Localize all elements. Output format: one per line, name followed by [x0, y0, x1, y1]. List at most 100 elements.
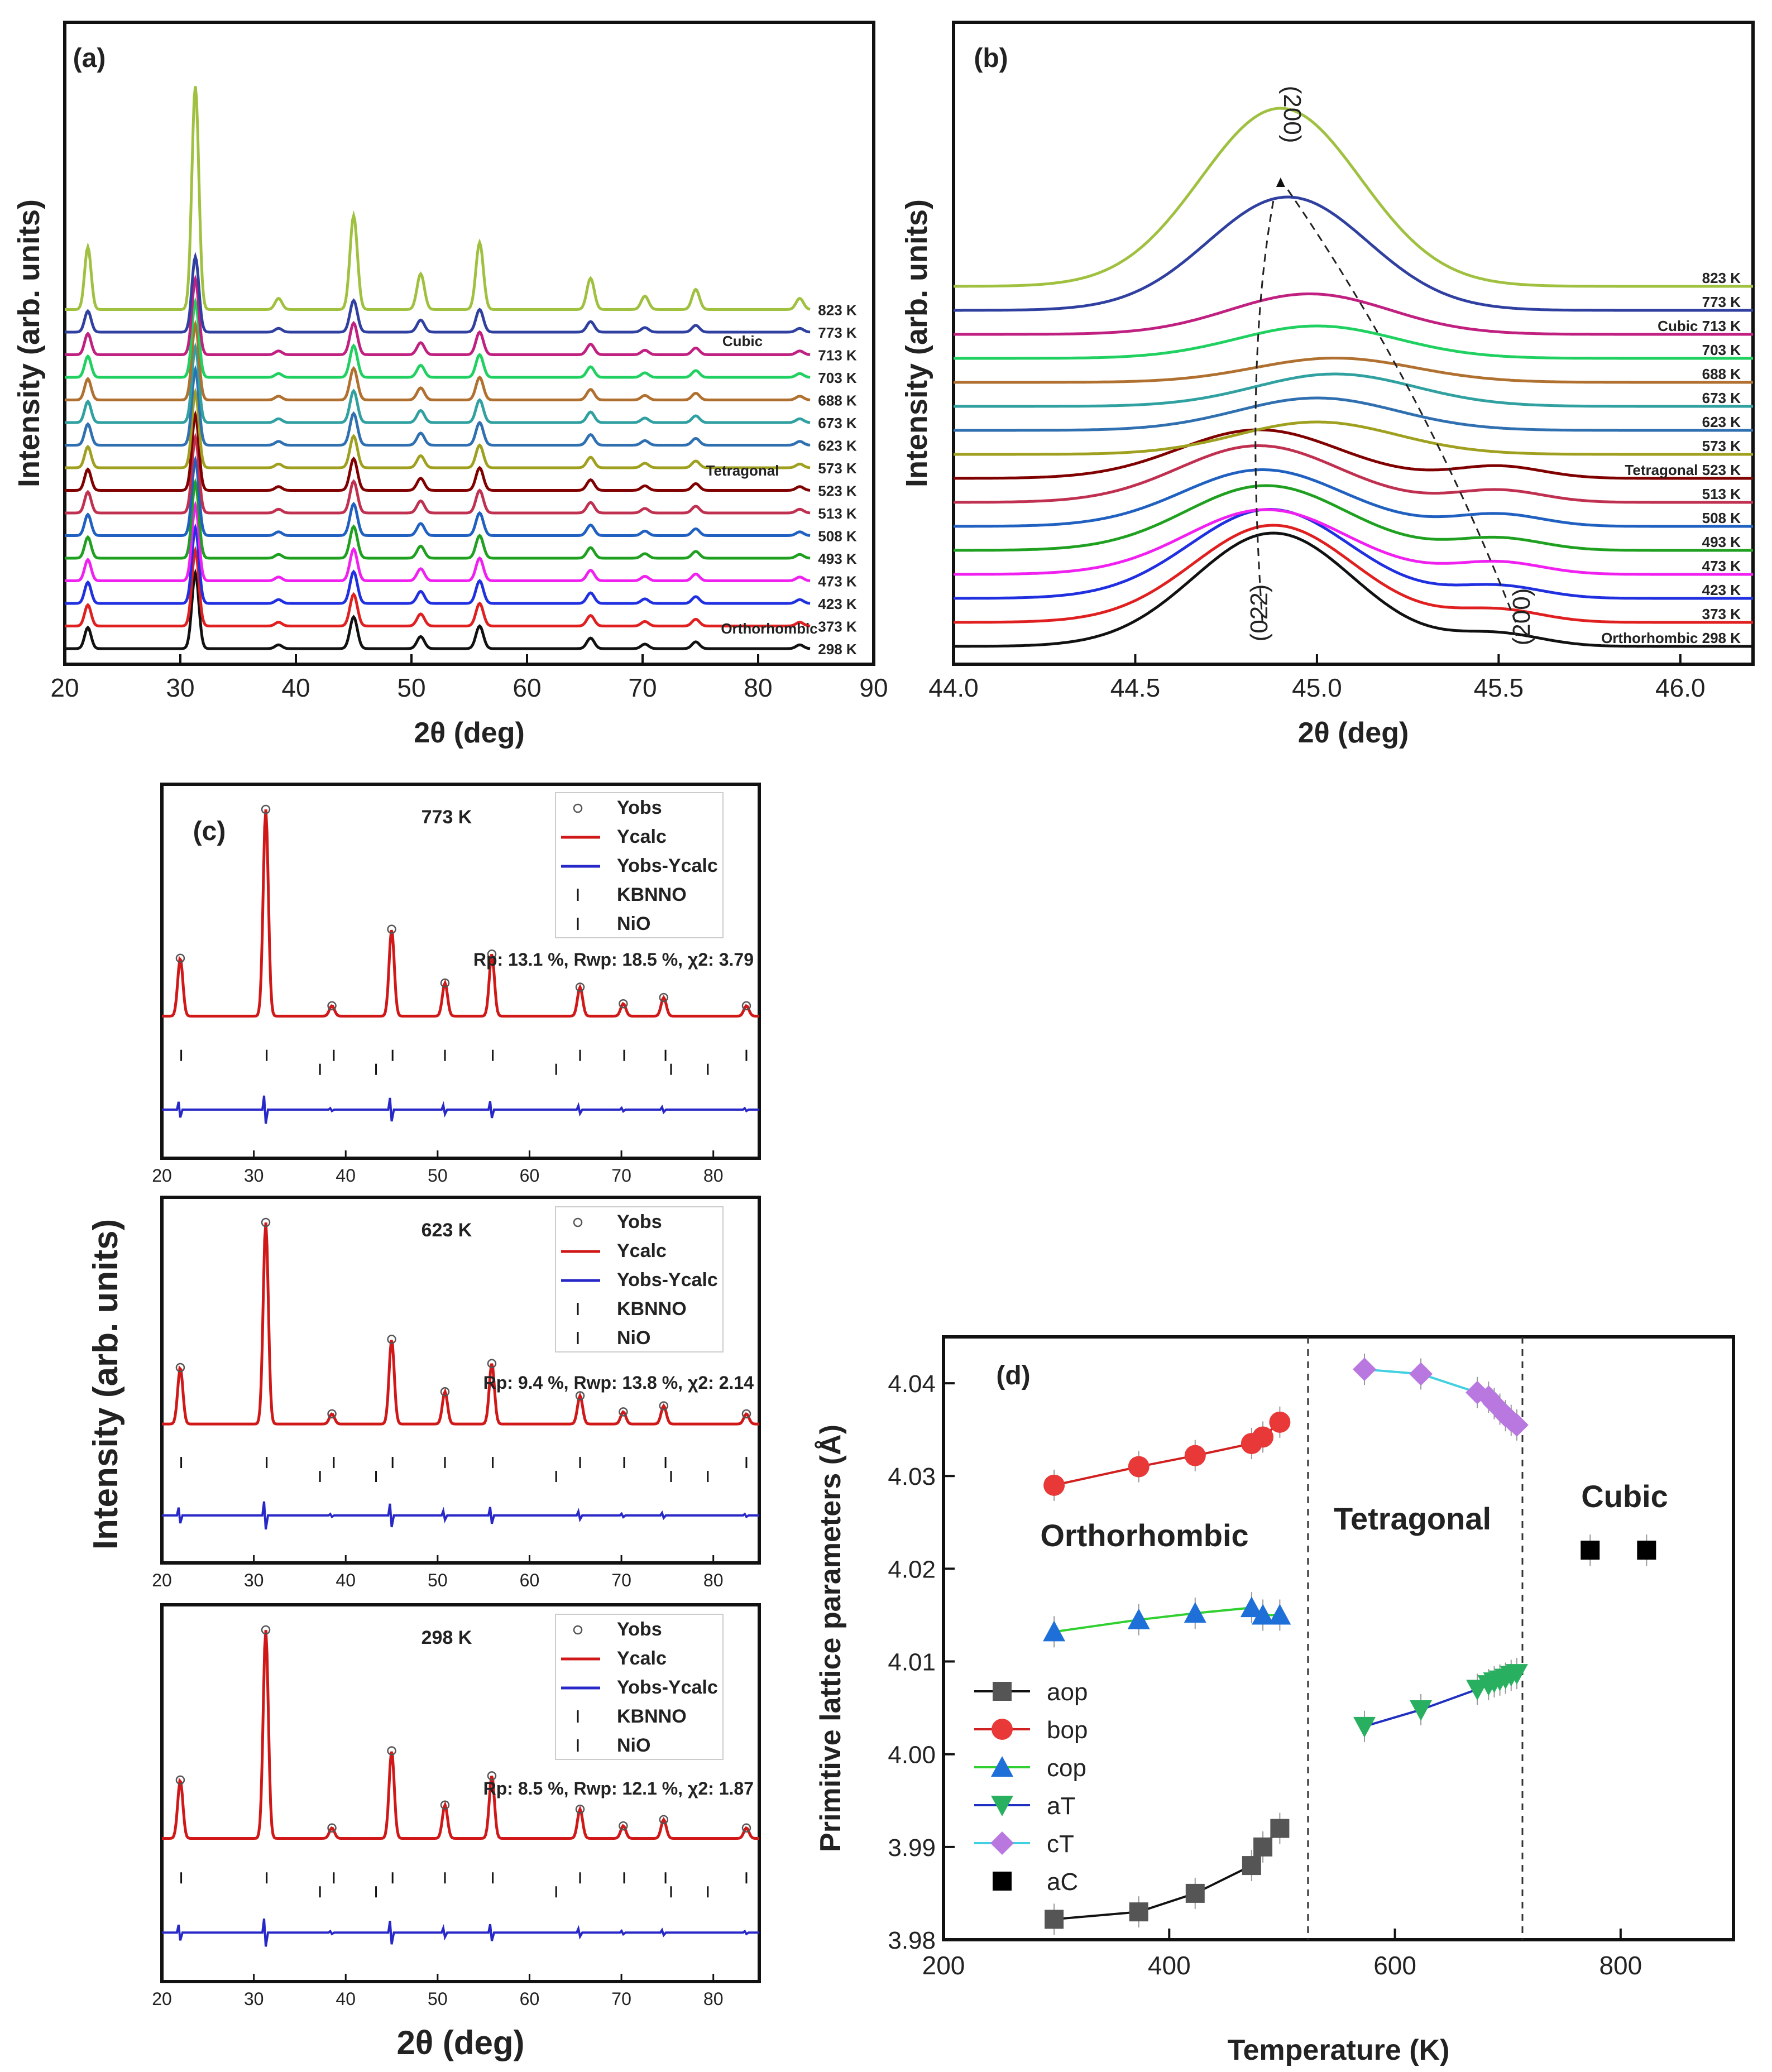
panel-a-series-823K: [65, 86, 811, 311]
panel-a-series-508K: [65, 455, 811, 537]
panel-d-point: [1252, 1604, 1275, 1625]
panel-c-yobs-point: [619, 1407, 628, 1417]
panel-c-yobs-point: [659, 992, 669, 1003]
panel-c-yobs-point: [327, 1001, 337, 1011]
panel-a-annotation-cubic: Cubic: [722, 333, 763, 349]
panel-a-ylabel: Intensity (arb. units): [12, 199, 46, 487]
panel-b-ylabel: Intensity (arb. units): [900, 199, 933, 487]
panel-c-xtick-label: 50: [428, 1989, 448, 2009]
panel-b-xtick-label: 44.5: [1110, 673, 1161, 702]
panel-b-label-513K: 513 K: [1702, 486, 1741, 502]
panel-b-frame: [952, 21, 1755, 666]
panel-a-label-508K: 508 K: [818, 528, 857, 545]
panel-d-series-aC: [1581, 1534, 1656, 1566]
panel-c-legend-label: Ycalc: [617, 1648, 667, 1669]
panel-d-ytick-label: 3.99: [888, 1834, 936, 1862]
panel-b-annotation-200-top: (200): [1278, 86, 1306, 143]
panel-c-xtick-label: 30: [244, 1989, 264, 2009]
panel-b-guide-right: [1287, 189, 1518, 626]
panel-a-xtick-label: 50: [397, 673, 425, 702]
panel-a-label-573K: 573 K: [818, 460, 857, 477]
panel-c-ylabel: Intensity (arb. units): [87, 1219, 125, 1550]
panel-d-ytick-label: 4.04: [888, 1370, 936, 1398]
panel-d-point: [1409, 1362, 1433, 1386]
panel-a-series-473K: [65, 500, 811, 582]
panel-a-xtick-label: 70: [628, 673, 657, 702]
panel-a-xtick-label: 30: [166, 673, 194, 702]
panel-c-temp-label: 298 K: [422, 1627, 472, 1648]
panel-a-xlabel: 2θ (deg): [414, 717, 525, 749]
panel-c-yobs-point: [440, 1800, 450, 1810]
panel-b-tag: (b): [974, 44, 1008, 73]
panel-c-legend-label: NiO: [617, 913, 650, 934]
panel-d-point: [1184, 1602, 1206, 1623]
panel-b-label-473K: 473 K: [1702, 558, 1741, 574]
panel-d-series-bop: [1043, 1406, 1291, 1501]
panel-c-xlabel: 2θ (deg): [396, 2024, 524, 2061]
panel-b-series-573K: [954, 420, 1753, 456]
panel-c-xtick-label: 40: [336, 1166, 356, 1186]
panel-a-label-688K: 688 K: [818, 392, 857, 409]
panel-d-tag: (d): [996, 1361, 1030, 1390]
panel-d-legend-label-bop: bop: [1047, 1716, 1088, 1744]
panel-d-series-aop: [1045, 1812, 1290, 1935]
panel-a-label-673K: 673 K: [818, 415, 857, 431]
panel-c-yobs-point: [261, 804, 271, 814]
panel-a: 20 30 40 50 60 70 80 90 2θ (deg) Intensity (arb. …: [12, 21, 888, 749]
panel-c-fit-stats: Rp: 9.4 %, Rwp: 13.8 %, χ2: 2.14: [483, 1373, 754, 1393]
panel-c-yobs-point: [741, 1409, 751, 1419]
panel-c-xtick-label: 60: [520, 1166, 540, 1186]
panel-c-yobs-point: [659, 1815, 669, 1825]
panel-c-subplot-298K: 20 30 40 50 60 70 80 298 K Rp: 8.5 %, Rwp: 12.1 …: [152, 1603, 761, 2009]
panel-c-yobs-point: [741, 1823, 751, 1833]
panel-a-series-493K: [65, 477, 811, 560]
panel-c-yobs-point: [619, 999, 628, 1009]
panel-d-point: [1127, 1608, 1150, 1629]
panel-a-series-713K: [65, 274, 811, 356]
panel-c-yobs-point: [387, 1746, 396, 1756]
panel-b-series-623K: [954, 396, 1753, 432]
panel-c-legend-marker-yobs: [573, 803, 583, 813]
panel-a-label-473K: 473 K: [818, 573, 857, 590]
panel-b-label-688K: 688 K: [1702, 366, 1741, 382]
panel-c-legend-label: Yobs-Ycalc: [617, 855, 718, 876]
panel-d-point: [1505, 1664, 1528, 1685]
panel-c-xtick-label: 70: [611, 1989, 631, 2009]
panel-c-legend-label: Ycalc: [617, 1240, 667, 1262]
panel-b-label-773K: 773 K: [1702, 294, 1741, 310]
panel-b-series-513K: [954, 444, 1753, 504]
panel-c-yobs-point: [327, 1409, 337, 1419]
panel-c-legend-label: KBNNO: [617, 1706, 687, 1727]
panel-a-xtick-label: 60: [513, 673, 541, 702]
panel-d: 200 400 600 800 3.98 3.99 4.00 4.01 4.02 4.03 4.04…: [815, 1335, 1735, 2066]
panel-d-point: [1242, 1856, 1261, 1876]
panel-d-point: [993, 1872, 1012, 1891]
panel-c-xtick-label: 60: [520, 1989, 540, 2009]
panel-d-legend-label-cop: cop: [1047, 1754, 1086, 1782]
panel-d-point: [1505, 1413, 1529, 1437]
panel-c-legend-label: KBNNO: [617, 884, 687, 905]
panel-b-label-373K: 373 K: [1702, 606, 1741, 622]
panel-c-yobs-point: [575, 1391, 585, 1400]
panel-a-tag: (a): [73, 44, 106, 73]
panel-c-tag: (c): [193, 817, 226, 846]
panel-d-line-bop: [1053, 1421, 1281, 1486]
panel-d-label-orthorhombic: Orthorhombic: [1040, 1518, 1248, 1553]
panel-d-legend-label-aop: aop: [1047, 1678, 1088, 1706]
panel-d-point: [1043, 1620, 1066, 1642]
panel-d-legend-label-aC: aC: [1047, 1868, 1078, 1896]
panel-b-xlabel: 2θ (deg): [1298, 717, 1409, 749]
panel-a-annotation-tetragonal: Tetragonal: [706, 462, 779, 479]
panel-d-ytick-label: 4.01: [888, 1649, 936, 1676]
panel-b-annotation-200-bottom: (200): [1508, 588, 1535, 646]
panel-d-point: [1352, 1358, 1376, 1382]
panel-c-legend-marker-yobs: [573, 1217, 583, 1227]
panel-c-legend-label: Ycalc: [617, 826, 667, 847]
panel-d-series-cop: [1043, 1592, 1291, 1648]
panel-c-subplot-773K: 20 30 40 50 60 70 80 773 K Rp: 13.1 %, Rwp: 18.5…: [152, 783, 761, 1186]
panel-b-label-493K: 493 K: [1702, 534, 1741, 550]
panel-d-point: [1185, 1883, 1205, 1903]
panel-d-label-cubic: Cubic: [1581, 1479, 1668, 1514]
panel-d-point: [1129, 1902, 1148, 1922]
